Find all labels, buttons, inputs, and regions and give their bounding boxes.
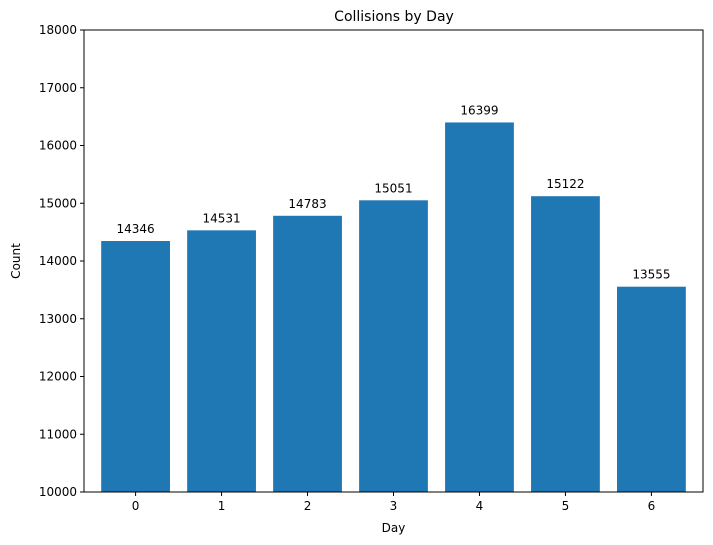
y-tick-label-15000: 15000 bbox=[39, 196, 77, 210]
x-tick-label-2: 2 bbox=[304, 499, 312, 513]
x-tick-label-5: 5 bbox=[562, 499, 570, 513]
bar-day-5 bbox=[531, 196, 600, 492]
x-tick-label-3: 3 bbox=[390, 499, 398, 513]
bar-day-2 bbox=[273, 215, 342, 493]
bar-day-3 bbox=[359, 200, 428, 492]
y-tick-label-16000: 16000 bbox=[39, 139, 77, 153]
y-tick-label-12000: 12000 bbox=[39, 370, 77, 384]
data-label-day-0: 14346 bbox=[116, 222, 154, 236]
y-tick-label-13000: 13000 bbox=[39, 312, 77, 326]
bars-group bbox=[101, 122, 686, 493]
x-tick-label-4: 4 bbox=[476, 499, 484, 513]
data-labels-group: 14346 14531 14783 15051 16399 15122 13555 bbox=[116, 103, 670, 281]
data-label-day-6: 13555 bbox=[632, 268, 670, 282]
data-label-day-5: 15122 bbox=[546, 177, 584, 191]
chart-title: Collisions by Day bbox=[334, 9, 454, 25]
bar-day-6 bbox=[617, 286, 686, 492]
y-tick-label-18000: 18000 bbox=[39, 23, 77, 37]
data-label-day-2: 14783 bbox=[288, 197, 326, 211]
bar-day-4 bbox=[445, 122, 514, 492]
x-tick-label-6: 6 bbox=[648, 499, 656, 513]
bar-day-0 bbox=[101, 241, 170, 492]
y-tick-label-14000: 14000 bbox=[39, 254, 77, 268]
data-label-day-1: 14531 bbox=[202, 211, 240, 225]
x-axis-label: Day bbox=[382, 521, 406, 535]
y-axis: 10000 11000 12000 13000 14000 15000 16000 17000… bbox=[39, 23, 84, 499]
x-tick-label-0: 0 bbox=[132, 499, 140, 513]
data-label-day-3: 15051 bbox=[374, 181, 412, 195]
y-tick-label-10000: 10000 bbox=[39, 485, 77, 499]
data-label-day-4: 16399 bbox=[460, 103, 498, 117]
y-tick-label-11000: 11000 bbox=[39, 427, 77, 441]
x-tick-label-1: 1 bbox=[218, 499, 226, 513]
y-axis-label: Count bbox=[9, 243, 23, 279]
y-tick-label-17000: 17000 bbox=[39, 81, 77, 95]
bar-day-1 bbox=[187, 230, 256, 492]
plot-frame bbox=[83, 29, 704, 493]
x-axis: 0 1 2 3 4 5 6 bbox=[132, 492, 655, 513]
